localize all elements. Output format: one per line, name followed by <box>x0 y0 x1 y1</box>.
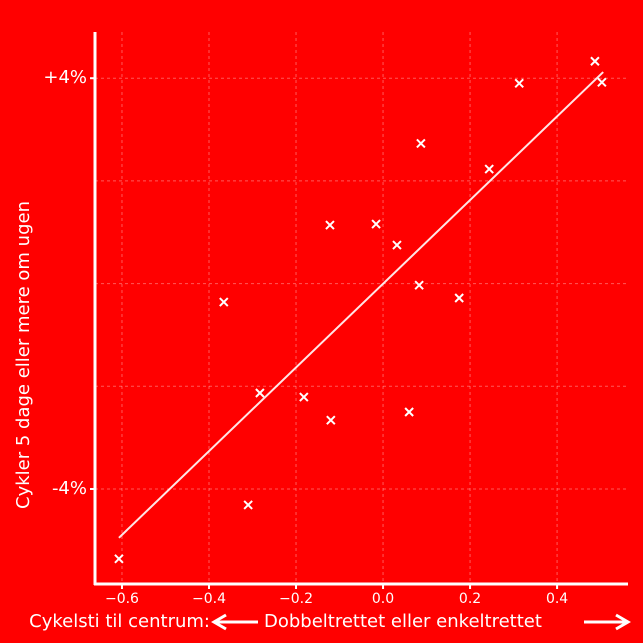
x-axis-label: Cykelsti til centrum: <box>29 611 210 632</box>
point <box>243 500 253 510</box>
point <box>255 388 265 398</box>
point <box>484 164 494 174</box>
point <box>416 138 426 149</box>
x-axis-label: Dobbeltrettet eller enkeltrettet <box>264 611 542 632</box>
x-tick-label: −0.4 <box>192 591 226 607</box>
x-tick-label: 0.4 <box>546 591 568 607</box>
x-tick-label: 0.2 <box>459 591 481 607</box>
point <box>219 297 229 307</box>
point <box>454 293 464 303</box>
point <box>414 280 424 290</box>
point <box>114 554 124 564</box>
point <box>299 392 309 402</box>
point <box>404 407 414 417</box>
arrow-left <box>211 613 258 631</box>
point <box>325 220 335 230</box>
arrow-right <box>584 613 631 631</box>
trendline <box>118 71 604 539</box>
x-tick-label: 0.0 <box>372 591 394 607</box>
point <box>597 77 607 88</box>
point <box>326 415 336 425</box>
y-axis-label: Cykler 5 dage eller mere om ugen <box>13 201 34 509</box>
x-tick-label: −0.6 <box>105 591 139 607</box>
point <box>392 240 402 250</box>
y-tick-label: -4% <box>52 478 87 499</box>
point <box>371 219 381 229</box>
point <box>590 56 600 66</box>
x-tick-label: −0.2 <box>279 591 313 607</box>
point <box>514 78 524 89</box>
y-tick-label: +4% <box>43 67 87 88</box>
